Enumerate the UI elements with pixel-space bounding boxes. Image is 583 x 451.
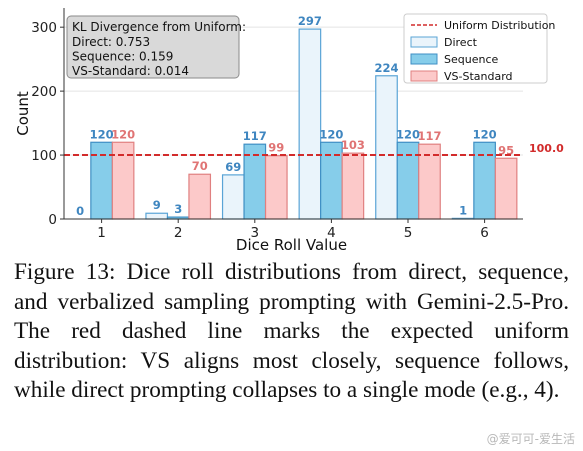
bar-vs-standard-6 [494,157,518,220]
x-tick-label: 3 [251,225,260,241]
bar-value-label: 9 [153,198,161,212]
legend-label: Direct [444,36,478,49]
legend-box [403,13,548,84]
bar-value-label: 120 [319,127,343,141]
bar-vs-standard-3 [264,155,288,220]
y-tick-label: 200 [31,84,57,100]
bar-direct-5 [375,75,398,220]
bar-value-label: 99 [268,141,284,155]
kl-annotation-box [66,15,240,79]
bar-value-label: 0 [76,204,84,218]
x-tick-label: 2 [174,225,183,241]
y-tick-label: 0 [48,212,57,228]
figure-caption: Figure 13: Dice roll distributions from … [14,259,569,403]
y-tick-label: 300 [31,20,57,36]
bar-value-label: 224 [374,61,398,75]
x-tick-label: 6 [480,225,489,241]
bar-value-label: 117 [243,129,267,143]
legend-swatch-direct [410,36,438,48]
bar-value-label: 69 [225,160,241,174]
bar-sequence-1 [90,141,113,220]
kl-annotation-title: KL Divergence from Uniform: [72,20,246,34]
bar-vs-standard-1 [111,141,135,220]
reference-line-label: 100.0 [529,142,564,155]
bar-sequence-5 [396,141,420,220]
x-tick-label: 4 [327,225,336,241]
legend-label: Sequence [444,53,498,66]
bar-sequence-4 [320,141,343,220]
bar-direct-4 [298,28,322,220]
bar-vs-standard-4 [341,152,365,220]
bar-direct-3 [221,174,245,220]
kl-annotation-line: VS-Standard: 0.014 [72,64,189,78]
bar-vs-standard-2 [188,173,212,220]
kl-annotation-line: Direct: 0.753 [72,35,150,49]
bar-value-label: 297 [298,14,322,28]
bar-value-label: 120 [90,127,114,141]
bar-direct-2 [145,212,169,220]
bar-value-label: 103 [341,138,365,152]
legend-swatch-sequence [410,53,438,65]
bar-value-label: 3 [174,202,182,216]
bar-sequence-6 [473,141,496,220]
bar-value-label: 120 [473,127,497,141]
x-tick-label: 1 [97,225,106,241]
kl-annotation-line: Sequence: 0.159 [72,50,173,64]
bar-value-label: 120 [396,127,420,141]
bar-value-label: 70 [192,159,208,173]
x-axis-label: Dice Roll Value [236,236,347,254]
bar-value-label: 1 [459,203,467,217]
legend-label: Uniform Distribution [444,19,555,32]
bar-value-label: 120 [111,127,135,141]
y-tick-label: 100 [31,148,57,164]
legend-swatch-vs-standard [410,70,438,82]
watermark: @爱可可-爱生活 [486,432,575,446]
y-axis-label: Count [14,91,32,136]
bar-value-label: 95 [498,143,514,157]
legend-label: VS-Standard [444,70,513,83]
bar-value-label: 117 [417,129,441,143]
x-tick-label: 5 [404,225,413,241]
